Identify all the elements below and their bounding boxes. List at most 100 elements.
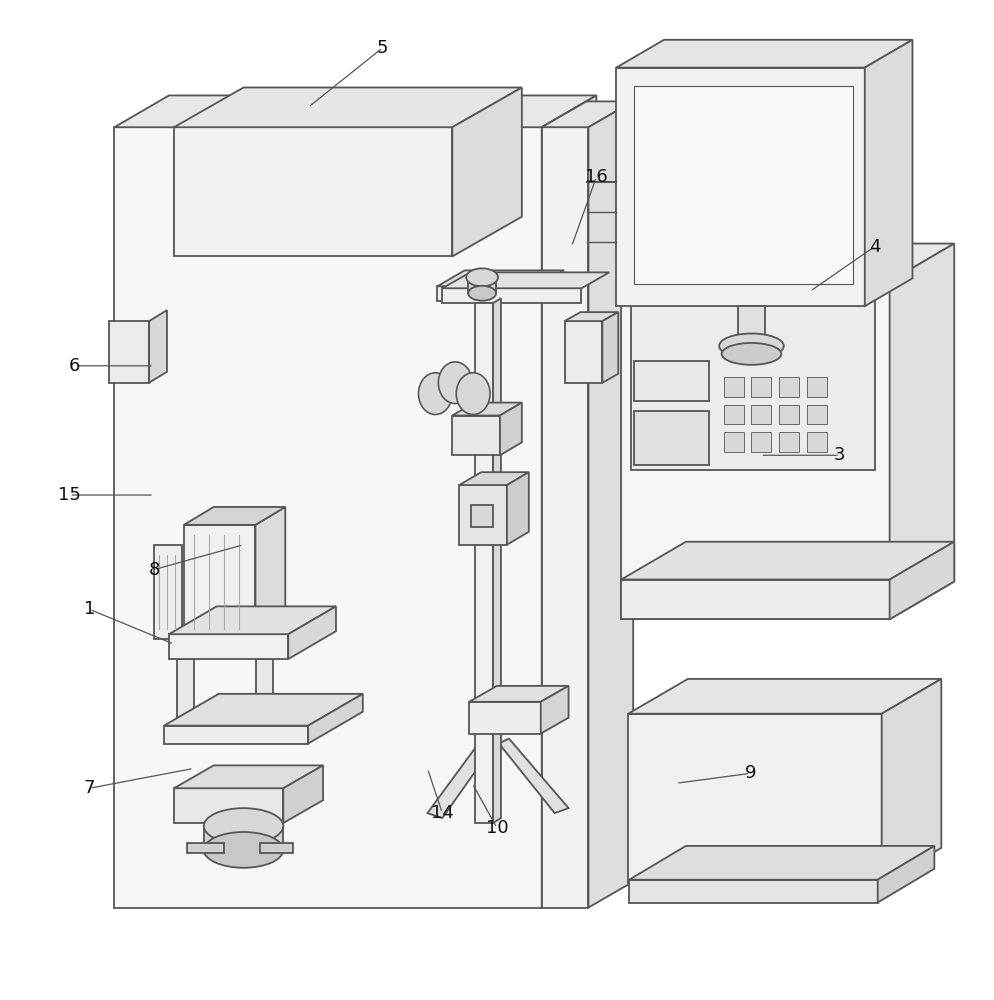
Text: 1: 1: [83, 600, 95, 618]
Polygon shape: [865, 40, 912, 306]
Polygon shape: [542, 127, 588, 908]
Polygon shape: [565, 312, 618, 321]
Text: 14: 14: [430, 804, 454, 822]
Text: 3: 3: [834, 446, 846, 464]
Polygon shape: [507, 472, 529, 545]
Bar: [724, 432, 744, 452]
Text: 4: 4: [869, 238, 881, 256]
Ellipse shape: [722, 343, 781, 365]
Polygon shape: [631, 296, 875, 470]
Polygon shape: [452, 87, 522, 256]
Polygon shape: [114, 127, 542, 908]
Polygon shape: [493, 298, 501, 823]
Polygon shape: [482, 731, 494, 820]
Polygon shape: [260, 843, 293, 853]
Polygon shape: [174, 765, 323, 788]
Bar: [634, 411, 709, 465]
Polygon shape: [149, 310, 167, 383]
Polygon shape: [621, 542, 954, 580]
Polygon shape: [468, 277, 496, 293]
Text: 7: 7: [83, 779, 95, 797]
Ellipse shape: [418, 373, 452, 415]
Polygon shape: [437, 270, 565, 286]
Polygon shape: [427, 739, 495, 818]
Polygon shape: [634, 86, 853, 284]
Polygon shape: [469, 702, 541, 734]
Ellipse shape: [438, 362, 472, 404]
Polygon shape: [628, 714, 882, 883]
Polygon shape: [588, 101, 633, 908]
Polygon shape: [288, 606, 336, 659]
Polygon shape: [184, 525, 255, 639]
Polygon shape: [204, 826, 283, 850]
Polygon shape: [452, 416, 500, 455]
Polygon shape: [256, 659, 273, 729]
Bar: [751, 377, 771, 397]
Ellipse shape: [204, 808, 283, 844]
Polygon shape: [499, 739, 569, 813]
Text: 6: 6: [69, 357, 81, 375]
Polygon shape: [882, 679, 941, 883]
Polygon shape: [469, 686, 569, 702]
Polygon shape: [621, 244, 954, 281]
Polygon shape: [114, 95, 596, 127]
Polygon shape: [169, 634, 288, 659]
Polygon shape: [878, 846, 934, 903]
Polygon shape: [283, 765, 323, 823]
Polygon shape: [187, 843, 224, 853]
Polygon shape: [621, 580, 890, 619]
Text: 8: 8: [148, 561, 160, 579]
Polygon shape: [890, 244, 954, 619]
Polygon shape: [452, 403, 522, 416]
Polygon shape: [628, 679, 941, 714]
Polygon shape: [109, 321, 149, 383]
Polygon shape: [459, 485, 507, 545]
Bar: [738, 306, 765, 346]
Ellipse shape: [456, 373, 490, 415]
Polygon shape: [174, 127, 452, 256]
Polygon shape: [565, 321, 602, 383]
Polygon shape: [437, 286, 537, 301]
Polygon shape: [174, 87, 522, 127]
Bar: [634, 361, 709, 401]
Text: 16: 16: [585, 168, 607, 186]
Polygon shape: [177, 659, 194, 729]
Polygon shape: [500, 403, 522, 455]
Polygon shape: [602, 312, 618, 383]
Polygon shape: [184, 507, 285, 525]
Polygon shape: [308, 694, 363, 744]
Text: 10: 10: [486, 819, 508, 837]
Bar: [779, 405, 799, 424]
Polygon shape: [629, 846, 934, 880]
Bar: [751, 432, 771, 452]
Polygon shape: [616, 68, 865, 306]
Bar: [471, 505, 493, 527]
Polygon shape: [164, 726, 308, 744]
Polygon shape: [255, 507, 285, 639]
Ellipse shape: [468, 286, 496, 301]
Polygon shape: [164, 694, 363, 726]
Polygon shape: [542, 95, 596, 908]
Polygon shape: [621, 281, 890, 619]
Polygon shape: [154, 545, 182, 639]
Text: 9: 9: [745, 764, 756, 782]
Bar: [779, 432, 799, 452]
Bar: [807, 377, 827, 397]
Polygon shape: [442, 272, 609, 288]
Polygon shape: [542, 101, 633, 127]
Bar: [779, 377, 799, 397]
Polygon shape: [442, 288, 581, 303]
Polygon shape: [541, 686, 569, 734]
Polygon shape: [890, 542, 954, 619]
Polygon shape: [629, 880, 878, 903]
Bar: [751, 405, 771, 424]
Polygon shape: [475, 303, 493, 823]
Polygon shape: [169, 606, 336, 634]
Bar: [807, 432, 827, 452]
Polygon shape: [459, 472, 529, 485]
Polygon shape: [616, 40, 912, 68]
Ellipse shape: [720, 334, 784, 358]
Bar: [807, 405, 827, 424]
Ellipse shape: [204, 832, 283, 868]
Ellipse shape: [466, 268, 498, 286]
